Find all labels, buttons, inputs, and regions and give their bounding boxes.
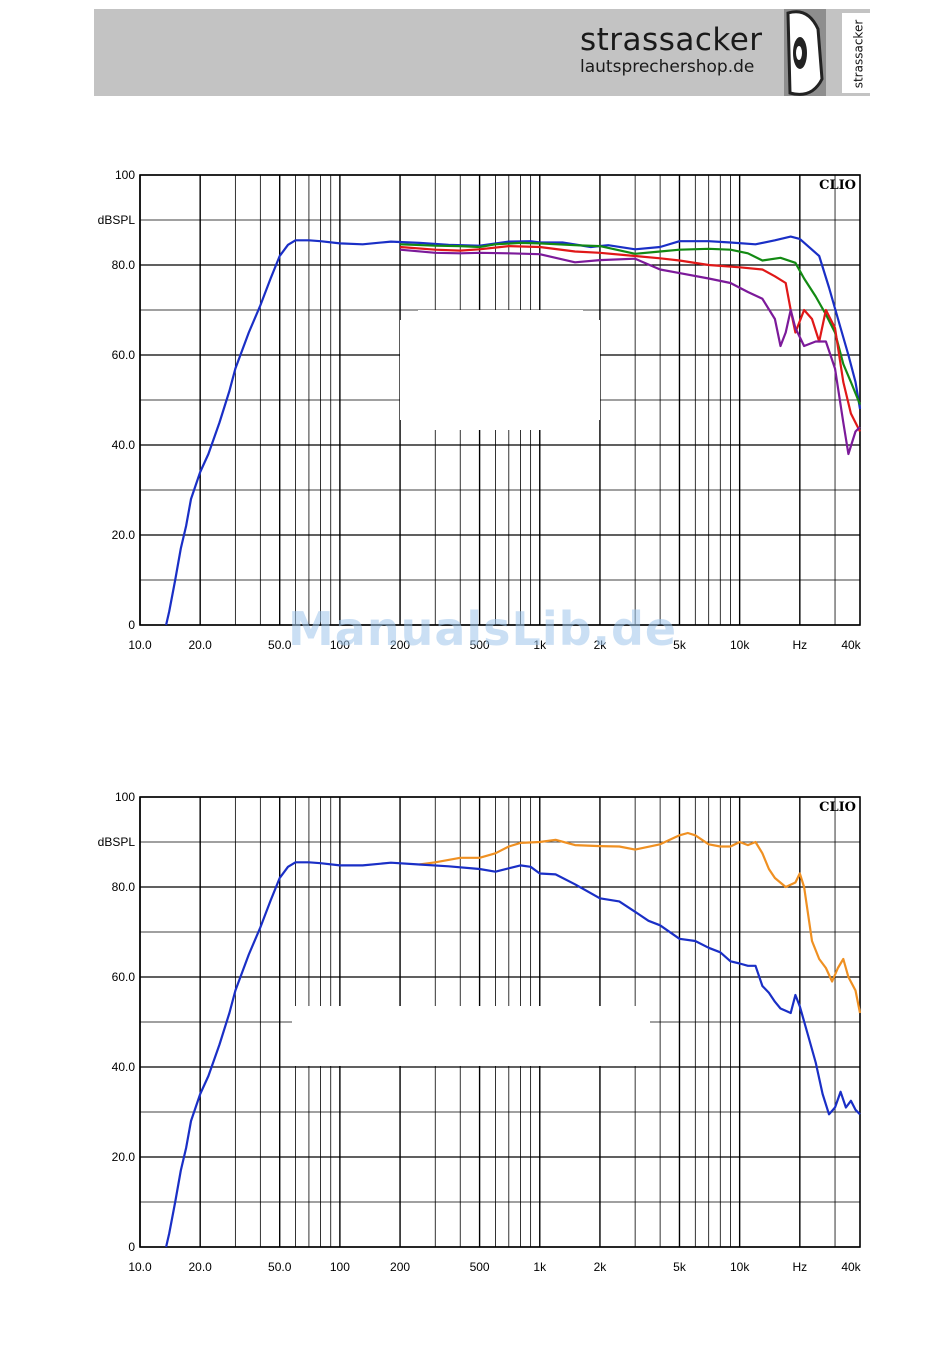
- x-tick-label: 2k: [594, 638, 608, 652]
- x-tick-label: 10k: [730, 638, 750, 652]
- x-tick-label: 100: [330, 638, 350, 652]
- series-line: [400, 245, 861, 432]
- y-tick-label: 20.0: [112, 528, 136, 542]
- y-tick-label: 0: [128, 618, 135, 632]
- brand-url: lautsprechershop.de: [580, 57, 755, 77]
- vertical-brand-text: strassacker: [851, 19, 866, 89]
- frequency-response-chart-1: 100 80.0 60.0 40.0 20.0 0 10.0 20.0 50.0 100 200 50…: [98, 168, 862, 652]
- x-tick-label: 2k: [594, 1260, 608, 1274]
- x-tick-label: 40k: [841, 638, 861, 652]
- y-axis-label: dBSPL: [98, 213, 136, 227]
- x-tick-label: Hz: [792, 638, 807, 652]
- x-tick-label: 10.0: [128, 1260, 152, 1274]
- y-tick-label: 60.0: [112, 348, 136, 362]
- y-tick-label: 100: [115, 168, 135, 182]
- y-tick-label: 80.0: [112, 258, 136, 272]
- y-tick-label: 80.0: [112, 880, 136, 894]
- x-tick-label: 40k: [841, 1260, 861, 1274]
- x-tick-label: 50.0: [268, 638, 292, 652]
- x-tick-label: 20.0: [188, 638, 212, 652]
- x-tick-label: 10k: [730, 1260, 750, 1274]
- y-tick-label: 60.0: [112, 970, 136, 984]
- x-tick-label: 1k: [533, 1260, 547, 1274]
- plot-frame: [139, 174, 861, 626]
- legend-mask: [400, 320, 600, 420]
- y-tick-label: 40.0: [112, 1060, 136, 1074]
- x-tick-label: 10.0: [128, 638, 152, 652]
- y-tick-label: 40.0: [112, 438, 136, 452]
- x-tick-label: 1k: [533, 638, 547, 652]
- legend-mask: [292, 1006, 650, 1066]
- series-line: [400, 248, 861, 456]
- y-tick-label: 100: [115, 790, 135, 804]
- speaker-logo-icon: [784, 9, 826, 96]
- brand-name: strassacker: [580, 22, 763, 58]
- plot-frame: [139, 796, 861, 1248]
- watermark: ManualsLib.de: [288, 602, 678, 656]
- series-line: [165, 235, 862, 626]
- x-tick-label: 100: [330, 1260, 350, 1274]
- series-line: [165, 861, 861, 1248]
- header-banner: strassacker lautsprechershop.de strassac…: [94, 9, 872, 96]
- x-tick-label: 200: [390, 638, 410, 652]
- x-tick-label: 200: [390, 1260, 410, 1274]
- y-tick-label: 20.0: [112, 1150, 136, 1164]
- legend-mask: [418, 310, 583, 320]
- series-line: [419, 831, 862, 1014]
- brand-block[interactable]: strassacker lautsprechershop.de: [580, 23, 763, 77]
- x-tick-label: 5k: [673, 1260, 687, 1274]
- y-tick-label: 0: [128, 1240, 135, 1254]
- x-tick-label: 5k: [673, 638, 687, 652]
- x-tick-label: 20.0: [188, 1260, 212, 1274]
- x-tick-label: 500: [470, 638, 490, 652]
- clio-brand-tag: CLIO: [819, 178, 856, 193]
- vertical-brand-label: strassacker: [842, 13, 872, 93]
- y-axis-label: dBSPL: [98, 835, 136, 849]
- legend-mask: [418, 420, 583, 430]
- clio-brand-tag: CLIO: [819, 800, 856, 815]
- x-tick-label: 500: [470, 1260, 490, 1274]
- frequency-response-chart-2: 100 80.0 60.0 40.0 20.0 0 10.0 20.0 50.0 100 200 50…: [98, 790, 862, 1274]
- x-tick-label: Hz: [792, 1260, 807, 1274]
- x-tick-label: 50.0: [268, 1260, 292, 1274]
